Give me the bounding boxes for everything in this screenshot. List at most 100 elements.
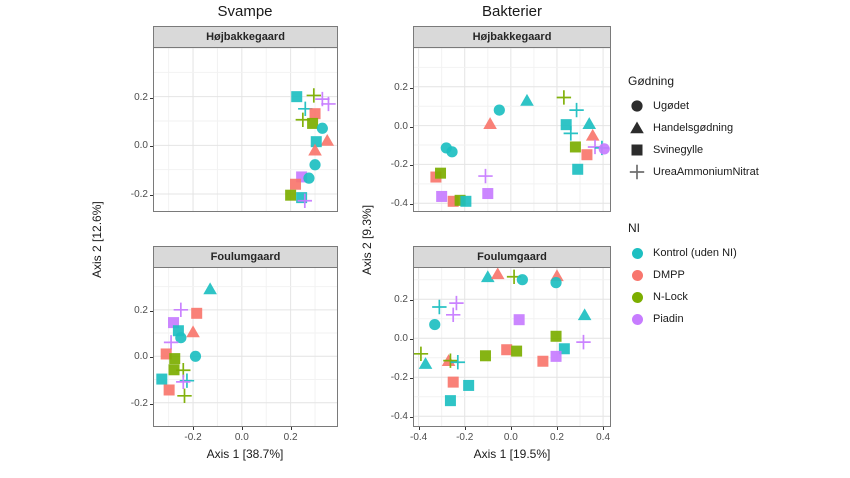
- data-point: [563, 126, 578, 141]
- data-point: [550, 350, 562, 362]
- data-point: [630, 121, 644, 134]
- x-tick-label: 0.2: [283, 432, 298, 443]
- plot-area: [413, 48, 611, 212]
- x-tick-mark: [193, 427, 195, 430]
- x-tick-label: 0.0: [503, 432, 518, 443]
- data-point: [443, 353, 458, 368]
- data-point: [631, 100, 643, 112]
- data-point: [577, 308, 592, 321]
- y-tick-label: 0.0: [394, 120, 408, 132]
- data-point: [446, 307, 461, 323]
- data-point: [482, 188, 494, 200]
- facet-strip: Foulumgaard: [153, 246, 338, 268]
- data-point: [432, 299, 447, 315]
- y-tick-mark: [410, 378, 413, 380]
- plot-canvas: [154, 268, 337, 426]
- data-point: [435, 167, 447, 179]
- legend-ni-title: NI: [628, 221, 640, 235]
- y-tick-label: 0.0: [134, 140, 148, 152]
- y-tick-mark: [410, 417, 413, 419]
- legend-godning-title: Gødning: [628, 74, 675, 88]
- data-point: [290, 178, 302, 190]
- data-point: [310, 136, 322, 148]
- data-point: [186, 325, 200, 338]
- legend-item-label: DMPP: [653, 269, 685, 281]
- triangle-marker-icon: [628, 119, 646, 137]
- data-point: [189, 350, 202, 362]
- panel-svampe-hojbakkegaard: Højbakkegaard 0.2 0.0 -0.2: [131, 26, 338, 212]
- data-point: [296, 192, 308, 204]
- legend-item-label: Svinegylle: [653, 144, 704, 156]
- square-marker-icon: [628, 141, 646, 159]
- data-point: [493, 104, 505, 116]
- data-point: [516, 274, 528, 286]
- y-tick-mark: [150, 194, 153, 196]
- x-tick-label: -0.2: [184, 432, 202, 443]
- legend-item-label: Kontrol (uden NI): [653, 247, 737, 259]
- legend-ni: NI Kontrol (uden NI) DMPP N-Lock Piadin: [628, 221, 737, 330]
- data-point: [560, 119, 572, 131]
- plot-canvas: [414, 268, 610, 426]
- data-point: [449, 295, 464, 311]
- x-tick-mark: [556, 427, 558, 430]
- x-tick-label: 0.0: [234, 432, 249, 443]
- y-tick-label: -0.2: [390, 372, 408, 384]
- data-point: [558, 343, 570, 355]
- column-title-bakterier: Bakterier: [481, 3, 543, 20]
- y-tick-label: -0.4: [390, 411, 408, 423]
- data-point: [429, 318, 441, 331]
- data-point: [513, 314, 525, 326]
- y-tick-label: 0.2: [134, 304, 148, 316]
- legend-item-label: Ugødet: [653, 100, 690, 112]
- data-point: [309, 108, 321, 120]
- column-title-svampe: Svampe: [217, 3, 273, 20]
- data-point: [582, 117, 597, 129]
- data-point: [447, 195, 459, 207]
- data-point: [631, 144, 643, 156]
- panel-bakterier-foulumgaard: Foulumgaard 0.2 0.0 -0.2 -0.4 -0.4 -0.2 0.0 0.2…: [391, 246, 611, 443]
- data-point: [598, 143, 610, 155]
- data-point: [176, 374, 191, 390]
- data-point: [160, 348, 172, 360]
- y-tick-label: -0.2: [130, 397, 148, 409]
- data-point: [163, 335, 179, 350]
- data-point: [460, 195, 472, 207]
- data-point: [436, 190, 448, 202]
- data-point: [163, 384, 175, 396]
- y-tick-mark: [150, 310, 153, 312]
- y-axis-label-svampe: Axis 2 [12.6%]: [90, 201, 104, 279]
- x-tick-mark: [241, 427, 243, 430]
- plot-canvas: [414, 48, 610, 211]
- data-point: [175, 332, 187, 344]
- legend-item-ugodet: Ugødet: [628, 95, 759, 117]
- purple-dot-icon: [631, 313, 643, 325]
- data-point: [306, 88, 322, 103]
- plot-area: [413, 268, 611, 427]
- y-tick-mark: [150, 403, 153, 405]
- data-point: [576, 334, 591, 350]
- data-point: [569, 141, 581, 153]
- data-point: [296, 171, 308, 183]
- x-tick-mark: [290, 427, 292, 430]
- y-tick-mark: [410, 204, 413, 206]
- data-point: [168, 364, 180, 376]
- data-point: [297, 193, 312, 208]
- data-point: [179, 373, 195, 388]
- y-tick-mark: [410, 126, 413, 128]
- data-point: [454, 194, 466, 206]
- data-point: [285, 189, 297, 201]
- x-tick-label: 0.4: [596, 432, 611, 443]
- data-point: [414, 346, 429, 362]
- data-point: [490, 268, 505, 280]
- salmon-dot-icon: [631, 269, 643, 281]
- x-tick-label: -0.4: [410, 432, 428, 443]
- x-tick-label: 0.2: [550, 432, 564, 443]
- data-point: [556, 90, 572, 105]
- y-tick-mark: [410, 300, 413, 302]
- data-point: [480, 270, 495, 283]
- legend-item-kontrol: Kontrol (uden NI): [628, 242, 737, 264]
- data-point: [501, 344, 513, 356]
- y-tick-label: -0.2: [130, 188, 148, 200]
- legend-item-ureaammoniumnitrat: UreaAmmoniumNitrat: [628, 161, 759, 183]
